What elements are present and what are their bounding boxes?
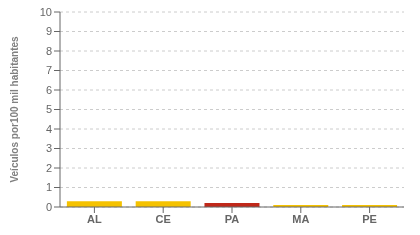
svg-text:Veículos por100 mil habitantes: Veículos por100 mil habitantes xyxy=(9,36,20,183)
svg-text:PE: PE xyxy=(362,213,377,225)
svg-text:8: 8 xyxy=(46,45,52,57)
svg-text:4: 4 xyxy=(46,123,52,135)
svg-text:9: 9 xyxy=(46,25,52,37)
svg-text:CE: CE xyxy=(156,213,171,225)
svg-text:5: 5 xyxy=(46,103,52,115)
svg-text:10: 10 xyxy=(40,6,52,18)
svg-text:AL: AL xyxy=(87,213,102,225)
svg-text:0: 0 xyxy=(46,201,52,213)
svg-text:1: 1 xyxy=(46,181,52,193)
svg-text:PA: PA xyxy=(225,213,240,225)
svg-text:7: 7 xyxy=(46,64,52,76)
svg-text:6: 6 xyxy=(46,84,52,96)
svg-text:MA: MA xyxy=(292,213,309,225)
svg-text:2: 2 xyxy=(46,162,52,174)
svg-text:3: 3 xyxy=(46,142,52,154)
